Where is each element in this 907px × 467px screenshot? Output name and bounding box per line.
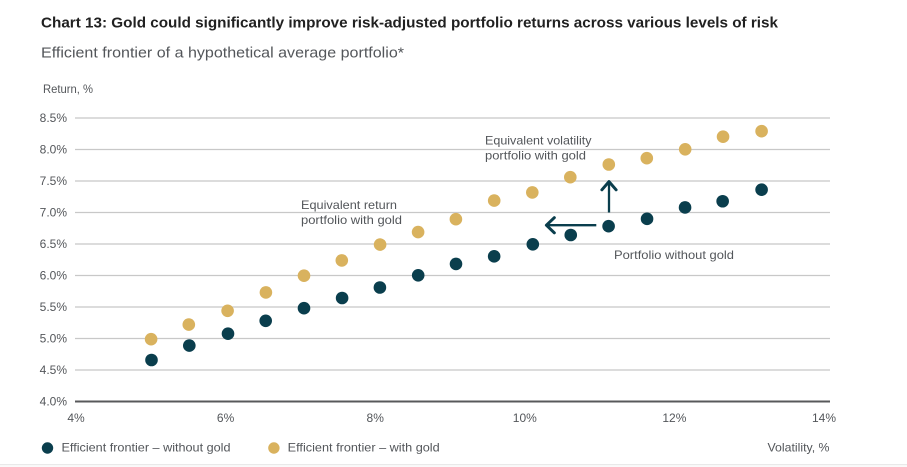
- svg-text:6.5%: 6.5%: [40, 237, 68, 251]
- svg-text:8.0%: 8.0%: [40, 143, 68, 157]
- svg-text:12%: 12%: [662, 411, 686, 425]
- svg-text:5.0%: 5.0%: [40, 332, 68, 346]
- svg-text:6%: 6%: [217, 411, 235, 425]
- svg-text:Equivalent return: Equivalent return: [301, 198, 397, 212]
- svg-text:4.5%: 4.5%: [40, 363, 68, 377]
- svg-text:14%: 14%: [812, 411, 836, 425]
- svg-text:5.5%: 5.5%: [40, 300, 68, 314]
- svg-text:4.0%: 4.0%: [40, 395, 68, 409]
- svg-text:4%: 4%: [67, 411, 85, 425]
- svg-text:Efficient frontier of a hypoth: Efficient frontier of a hypothetical ave…: [41, 45, 404, 62]
- svg-text:8%: 8%: [367, 411, 385, 425]
- svg-text:7.0%: 7.0%: [40, 206, 68, 220]
- svg-text:Portfolio without gold: Portfolio without gold: [614, 248, 734, 262]
- svg-text:6.0%: 6.0%: [40, 269, 68, 283]
- svg-text:10%: 10%: [513, 411, 537, 425]
- svg-text:Efficient frontier – without g: Efficient frontier – without gold: [62, 441, 231, 455]
- svg-text:Volatility, %: Volatility, %: [768, 441, 830, 455]
- svg-text:Equivalent volatility: Equivalent volatility: [485, 134, 592, 148]
- svg-text:portfolio with gold: portfolio with gold: [485, 149, 586, 163]
- svg-text:8.5%: 8.5%: [40, 111, 68, 125]
- svg-text:Efficient frontier – with gold: Efficient frontier – with gold: [288, 441, 440, 455]
- svg-text:portfolio with gold: portfolio with gold: [301, 213, 402, 227]
- svg-text:Chart 13: Gold could significa: Chart 13: Gold could significantly impro…: [41, 15, 779, 32]
- svg-text:7.5%: 7.5%: [40, 174, 68, 188]
- svg-text:Return, %: Return, %: [43, 82, 93, 96]
